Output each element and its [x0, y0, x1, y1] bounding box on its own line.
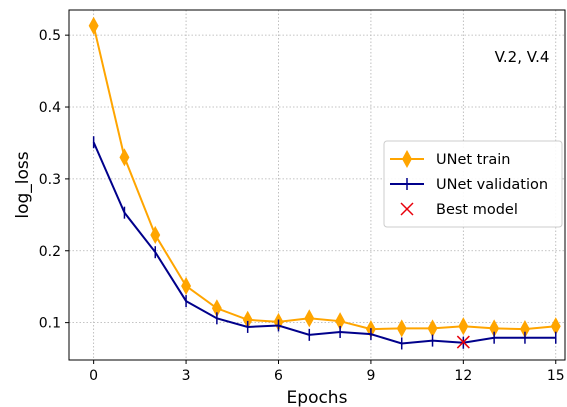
legend-marker: [400, 202, 414, 216]
legend-label: UNet train: [436, 152, 510, 168]
y-tick-label: 0.3: [39, 172, 61, 188]
x-tick-label: 12: [454, 368, 472, 384]
chart-annotation: V.2, V.4: [495, 48, 550, 66]
plot-frame: [68, 9, 566, 361]
data-point: [396, 319, 407, 338]
ticks: 0 3 6 9 12 15 0.1 0.2 0.3 0.4 0.5: [39, 28, 565, 384]
x-tick-label: 6: [274, 368, 283, 384]
x-tick-label: 3: [182, 368, 191, 384]
data-point: [458, 317, 469, 336]
y-tick-label: 0.2: [39, 244, 61, 260]
data-point: [456, 335, 470, 349]
legend-marker: [402, 149, 412, 169]
data-point: [427, 319, 438, 338]
legend-box: [383, 140, 563, 228]
x-marker-stroke: [456, 335, 470, 349]
series-0: [88, 16, 561, 339]
y-tick-label: 0.5: [39, 28, 61, 44]
legend: UNet train UNet validation Best model: [383, 140, 563, 228]
series-line: [92, 25, 556, 331]
data-point: [88, 16, 99, 35]
data-point: [150, 225, 161, 244]
x-tick-label: 0: [89, 368, 98, 384]
x-tick-label: 15: [547, 368, 565, 384]
legend-label: Best model: [436, 202, 518, 218]
data-point: [119, 148, 130, 167]
legend-label: UNet validation: [436, 177, 548, 193]
series-layer: [88, 16, 561, 350]
series-2: [456, 335, 470, 349]
x-tick-label: 9: [366, 368, 375, 384]
y-axis-label: log_loss: [13, 151, 33, 218]
x-axis-label: Epochs: [287, 388, 348, 407]
data-point: [304, 309, 315, 328]
y-tick-label: 0.1: [39, 316, 61, 332]
x-marker-stroke: [400, 202, 414, 216]
y-tick-label: 0.4: [39, 100, 61, 116]
data-point: [181, 276, 192, 296]
series-line: [92, 141, 556, 345]
